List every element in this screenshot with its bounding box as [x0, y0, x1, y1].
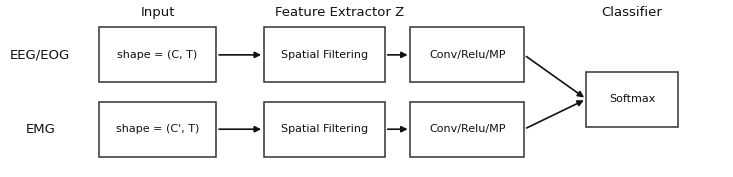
Text: Spatial Filtering: Spatial Filtering	[281, 50, 368, 60]
Text: Feature Extractor Z: Feature Extractor Z	[275, 6, 404, 19]
FancyBboxPatch shape	[99, 27, 216, 82]
Text: Classifier: Classifier	[601, 6, 663, 19]
FancyBboxPatch shape	[99, 102, 216, 157]
Text: EMG: EMG	[26, 123, 55, 136]
Text: shape = (C, T): shape = (C, T)	[117, 50, 198, 60]
Text: shape = (C', T): shape = (C', T)	[116, 124, 199, 134]
FancyBboxPatch shape	[264, 102, 385, 157]
Text: Spatial Filtering: Spatial Filtering	[281, 124, 368, 134]
Text: Conv/Relu/MP: Conv/Relu/MP	[429, 124, 506, 134]
FancyBboxPatch shape	[586, 72, 678, 127]
FancyBboxPatch shape	[410, 27, 524, 82]
Text: Softmax: Softmax	[609, 94, 655, 104]
Text: EEG/EOG: EEG/EOG	[10, 48, 70, 61]
FancyBboxPatch shape	[410, 102, 524, 157]
Text: Conv/Relu/MP: Conv/Relu/MP	[429, 50, 506, 60]
Text: Input: Input	[140, 6, 175, 19]
FancyBboxPatch shape	[264, 27, 385, 82]
